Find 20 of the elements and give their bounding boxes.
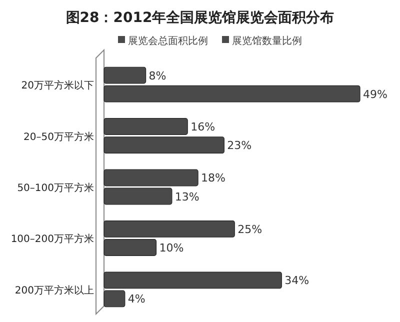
data-label: 10% [159,241,184,254]
data-label: 34% [284,274,310,288]
y-tick-label: 100–200万平方米 [10,233,94,246]
data-label: 23% [227,139,252,152]
chart-title: 图28：2012年全国展览馆展览会面积分布 [66,9,334,26]
y-tick-label: 20–50万平方米 [24,130,94,143]
bar [104,169,198,186]
data-label: 4% [128,292,146,306]
legend-label: 展览馆数量比例 [232,35,302,47]
data-label: 8% [148,69,166,82]
data-label: 13% [174,190,200,204]
data-label: 16% [190,120,216,134]
data-label: 18% [201,172,226,185]
y-tick-label: 50–100万平方米 [17,182,94,194]
legend-label: 展览会总面积比例 [128,35,208,47]
y-tick-label: 200万平方米以上 [14,284,94,296]
data-label: 25% [238,222,262,236]
bar [104,188,172,205]
data-label: 49% [363,88,388,101]
y-tick-label: 20万平方米以下 [21,80,94,92]
